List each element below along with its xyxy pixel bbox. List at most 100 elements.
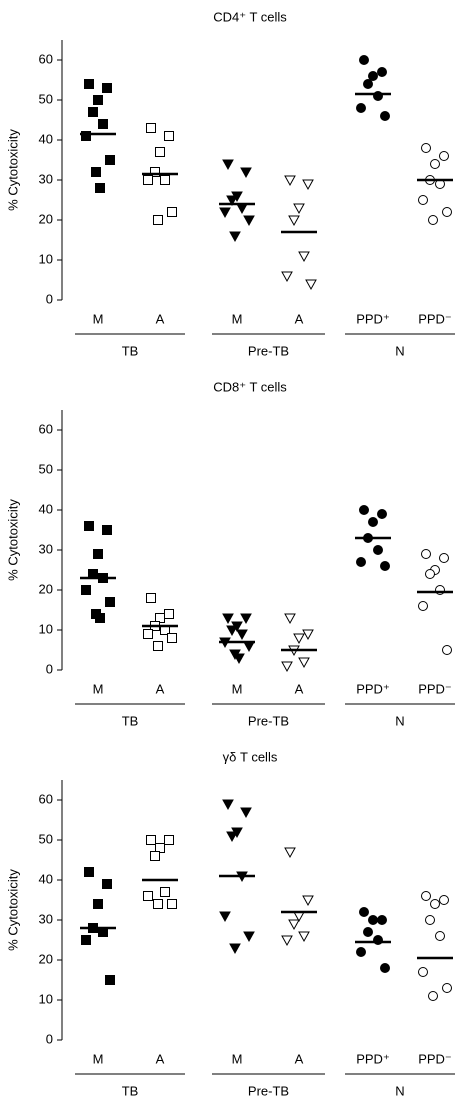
point [155,147,165,157]
point [102,525,112,535]
point [146,593,156,603]
point [302,629,314,641]
y-tick-label: 30 [39,541,53,556]
group-label: N [395,343,404,358]
point [105,597,115,607]
point [359,907,369,917]
point [442,983,452,993]
point [356,947,366,957]
point [240,613,252,625]
point [302,895,314,907]
point [380,561,390,571]
point [305,279,317,291]
x-tick-label: PPD⁻ [418,1051,452,1066]
point [222,613,234,625]
point [430,899,440,909]
point [84,79,94,89]
point [164,835,174,845]
y-tick-label: 40 [39,501,53,516]
panel-title: γδ T cells [223,749,278,764]
y-axis-label: % Cytotoxicity [5,129,20,211]
point [439,151,449,161]
y-tick-label: 0 [46,1031,53,1046]
point [164,609,174,619]
point [160,887,170,897]
x-tick-label: M [232,681,243,696]
point [359,505,369,515]
point [380,111,390,121]
y-tick-label: 10 [39,991,53,1006]
point [298,657,310,669]
point [356,103,366,113]
point [298,251,310,263]
point [81,935,91,945]
y-axis-label: % Cytotoxicity [5,499,20,581]
point [102,83,112,93]
point [164,131,174,141]
point [153,899,163,909]
point [302,179,314,191]
point [288,919,300,931]
y-tick-label: 20 [39,951,53,966]
point [240,167,252,179]
group-label: TB [122,713,139,728]
point [439,895,449,905]
group-label: Pre-TB [248,713,289,728]
x-tick-label: PPD⁻ [418,311,452,326]
point [293,203,305,215]
point [368,71,378,81]
panel-title: CD8⁺ T cells [213,379,287,394]
point [368,517,378,527]
y-tick-label: 10 [39,251,53,266]
group-label: Pre-TB [248,343,289,358]
y-tick-label: 40 [39,131,53,146]
point [146,123,156,133]
point [233,653,245,665]
group-label: TB [122,343,139,358]
point [428,215,438,225]
point [226,831,238,843]
x-tick-label: A [156,681,165,696]
point [425,569,435,579]
y-tick-label: 60 [39,791,53,806]
point [430,159,440,169]
y-tick-label: 10 [39,621,53,636]
point [226,195,238,207]
point [442,207,452,217]
point [356,557,366,567]
x-tick-label: PPD⁺ [356,1051,390,1066]
point [380,963,390,973]
group-label: TB [122,1083,139,1098]
y-tick-label: 20 [39,581,53,596]
x-tick-label: M [93,311,104,326]
y-tick-label: 50 [39,461,53,476]
point [84,867,94,877]
point [93,899,103,909]
point [421,891,431,901]
point [105,155,115,165]
point [143,629,153,639]
point [153,215,163,225]
point [84,521,94,531]
point [153,641,163,651]
point [229,231,241,243]
point [418,601,428,611]
point [377,509,387,519]
y-tick-label: 30 [39,171,53,186]
point [93,95,103,105]
point [236,629,248,641]
x-tick-label: A [156,1051,165,1066]
point [421,143,431,153]
point [281,935,293,947]
point [150,851,160,861]
point [421,549,431,559]
x-tick-label: M [232,311,243,326]
point [167,633,177,643]
y-tick-label: 50 [39,831,53,846]
y-tick-label: 60 [39,51,53,66]
point [359,55,369,65]
point [236,203,248,215]
panel-title: CD4⁺ T cells [213,9,287,24]
point [284,613,296,625]
